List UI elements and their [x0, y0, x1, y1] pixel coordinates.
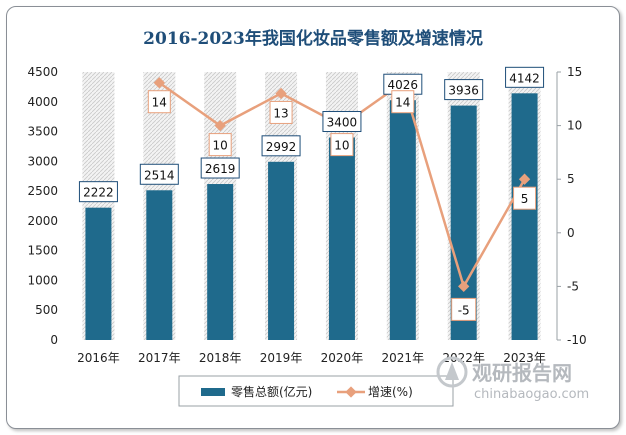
line-data-label: 10: [213, 139, 228, 153]
y-left-tick-label: 1000: [27, 273, 58, 287]
x-tick-label: 2018年: [199, 351, 242, 365]
line-label-box: [330, 133, 354, 157]
bar-label-box: [322, 111, 362, 133]
x-tick-label: 2022年: [442, 351, 485, 365]
y-right-tick-label: 5: [567, 172, 575, 186]
watermark-url: chinabaogao.com: [474, 387, 589, 402]
legend-line-marker: [345, 386, 357, 398]
y-left-tick-label: 3000: [27, 154, 58, 168]
line-data-label: -5: [458, 303, 470, 317]
bar-data-label: 2514: [144, 168, 175, 182]
bar: [328, 137, 355, 340]
bar-label-box: [78, 181, 118, 203]
bar-data-label: 2992: [266, 140, 297, 154]
line-point: [458, 280, 470, 293]
y-left-tick-label: 3500: [27, 125, 58, 139]
y-right-tick-label: -5: [567, 279, 579, 293]
bar-label-box: [505, 66, 545, 88]
y-left-tick-label: 500: [35, 303, 58, 317]
y-left-tick-label: 0: [50, 333, 58, 347]
line-data-label: 14: [395, 96, 410, 110]
legend-bar-swatch: [201, 388, 225, 396]
x-tick-label: 2019年: [260, 351, 303, 365]
line-label-box: [269, 100, 293, 124]
bar-data-label: 2619: [205, 162, 236, 176]
x-tick-label: 2023年: [503, 351, 546, 365]
x-tick-label: 2021年: [382, 351, 425, 365]
legend: 零售总额(亿元) 增速(%): [178, 375, 454, 407]
bar-label-box: [444, 79, 484, 101]
bar: [389, 100, 416, 340]
y-right-tick-label: -10: [567, 333, 587, 347]
line-data-label: 10: [334, 139, 349, 153]
bar: [511, 93, 538, 340]
y-left-tick-label: 2500: [27, 184, 58, 198]
bar: [207, 184, 234, 340]
bar-data-label: 3400: [327, 116, 358, 130]
watermark: 观研报告网 chinabaogao.com: [436, 356, 589, 402]
line-data-labels: 14 10 13 10 14 -5 5: [147, 90, 537, 321]
y-right-tick-label: 10: [567, 119, 582, 133]
line-data-label: 13: [273, 106, 288, 120]
y-right-axis: -10 -5 0 5 10 15: [556, 65, 587, 347]
bar-data-labels: 2222 2514 2619 2992 3400 4026 3936 4142: [78, 66, 545, 203]
bar-data-label: 3936: [448, 84, 479, 98]
bar-data-label: 4142: [509, 71, 540, 85]
x-tick-label: 2016年: [77, 351, 120, 365]
y-left-tick-label: 4500: [27, 65, 58, 79]
line-data-label: 14: [152, 96, 167, 110]
watermark-main: 观研报告网: [472, 361, 572, 385]
bar: [85, 207, 112, 340]
y-left-tick-label: 2000: [27, 214, 58, 228]
x-tick-label: 2017年: [138, 351, 181, 365]
bar-label-box: [200, 157, 240, 179]
chart-title: 2016-2023年我国化妆品零售额及增速情况: [143, 28, 483, 49]
bar: [268, 161, 295, 340]
x-axis: 2016年 2017年 2018年 2019年 2020年 2021年 2022年 2023年: [77, 351, 546, 365]
bar-label-box: [139, 163, 179, 185]
bar-data-label: 2222: [83, 186, 114, 200]
line-label-box: [391, 90, 415, 114]
x-tick-label: 2020年: [321, 351, 364, 365]
y-left-tick-label: 4000: [27, 95, 58, 109]
line-label-box: [451, 297, 477, 321]
watermark-logo-icon: [436, 356, 468, 388]
bar-label-box: [261, 135, 301, 157]
bar: [146, 190, 173, 340]
y-left-tick-label: 1500: [27, 244, 58, 258]
y-right-tick-label: 15: [567, 65, 582, 79]
legend-line-label: 增速(%): [368, 385, 413, 399]
line-label-box: [147, 90, 171, 114]
y-right-tick-label: 0: [567, 226, 575, 240]
bar-data-label: 4026: [388, 78, 419, 92]
line-point: [518, 173, 531, 185]
legend-bar-label: 零售总额(亿元): [231, 384, 312, 399]
y-left-axis: 0 500 1000 1500 2000 2500 3000 3500 4000 4500: [27, 65, 58, 347]
line-label-box: [513, 186, 537, 210]
line-label-box: [208, 133, 232, 157]
line-data-label: 5: [521, 192, 529, 206]
